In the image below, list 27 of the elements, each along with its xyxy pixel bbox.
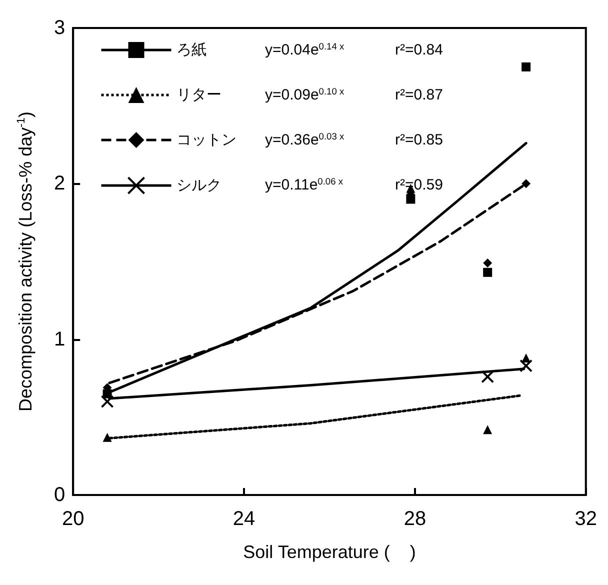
point xyxy=(520,359,533,372)
y-tick-label: 3 xyxy=(54,17,66,39)
x-tick-label: 24 xyxy=(232,508,256,530)
annotation: r²=0.87 xyxy=(395,86,443,104)
x-axis-title: Soil Temperature ( ) xyxy=(243,542,416,562)
point xyxy=(522,62,531,72)
y-tick-label: 2 xyxy=(54,172,66,195)
x-tick-label: 28 xyxy=(404,508,426,530)
y-axis-title: Decomposition activity (Loss-% day-1) xyxy=(16,111,36,412)
legend-label: コットン xyxy=(176,132,236,148)
point xyxy=(483,268,492,277)
annotation: r²=0.59 xyxy=(395,176,443,194)
point xyxy=(522,179,531,188)
point xyxy=(483,425,492,434)
legend-label: リター xyxy=(176,86,222,104)
x-tick-label: 20 xyxy=(62,508,84,530)
point xyxy=(481,370,494,384)
point xyxy=(102,432,112,442)
y-tick-label: 1 xyxy=(54,328,66,350)
legend-label: シルク xyxy=(176,177,222,194)
annotation: r²=0.84 xyxy=(395,42,443,58)
annotation: r²=0.85 xyxy=(395,132,443,148)
y-tick-label: 0 xyxy=(54,484,66,506)
point xyxy=(483,258,492,268)
x-tick-label: 32 xyxy=(574,508,597,530)
point xyxy=(100,395,114,408)
legend-label: ろ紙 xyxy=(176,42,206,58)
